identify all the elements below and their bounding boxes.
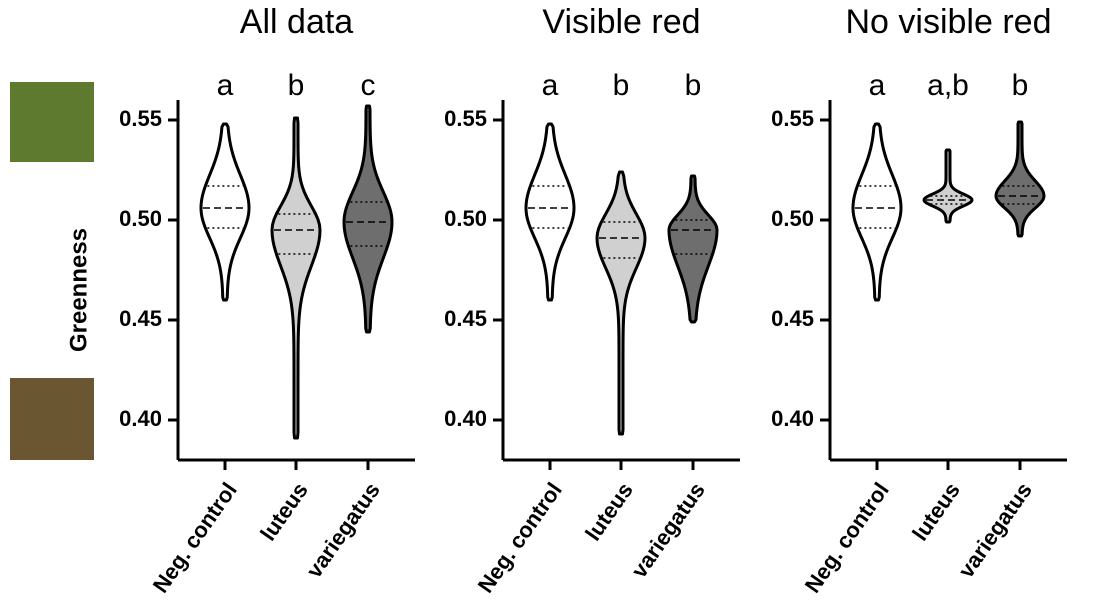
x-tick-label: Neg. control	[473, 478, 567, 597]
green-swatch	[10, 82, 94, 162]
significance-letter: a	[217, 69, 234, 102]
violin	[595, 170, 647, 436]
x-tick-label: luteus	[907, 478, 965, 545]
violin	[270, 116, 322, 440]
y-tick-label: 0.45	[444, 306, 487, 331]
significance-letter: c	[361, 69, 376, 102]
significance-letter: a	[869, 69, 886, 102]
x-tick-label: Neg. control	[148, 478, 242, 597]
significance-letter: b	[288, 69, 305, 102]
significance-letter: b	[1012, 69, 1029, 102]
violin	[524, 122, 576, 302]
violin	[922, 148, 974, 224]
x-tick-label: luteus	[580, 478, 638, 545]
panel-title: Visible red	[542, 3, 700, 41]
x-tick-label: Neg. control	[800, 478, 894, 597]
violin	[342, 104, 394, 334]
violin	[851, 122, 903, 302]
panel-title: All data	[240, 3, 353, 41]
y-tick-label: 0.40	[119, 406, 162, 431]
x-tick-label: variegatus	[301, 478, 385, 582]
brown-swatch	[10, 378, 94, 460]
y-tick-label: 0.55	[771, 106, 814, 131]
y-tick-label: 0.50	[444, 206, 487, 231]
violin	[199, 122, 251, 302]
significance-letter: b	[613, 69, 630, 102]
y-tick-label: 0.55	[119, 106, 162, 131]
significance-letter: b	[685, 69, 702, 102]
y-tick-label: 0.40	[444, 406, 487, 431]
x-tick-label: variegatus	[953, 478, 1037, 582]
violin	[994, 120, 1046, 238]
y-tick-label: 0.55	[444, 106, 487, 131]
y-tick-label: 0.40	[771, 406, 814, 431]
significance-letter: a	[542, 69, 559, 102]
panel-title: No visible red	[846, 3, 1052, 41]
y-tick-label: 0.50	[771, 206, 814, 231]
y-tick-label: 0.45	[771, 306, 814, 331]
significance-letter: a,b	[927, 69, 969, 102]
y-tick-label: 0.45	[119, 306, 162, 331]
violin	[667, 174, 719, 324]
x-tick-label: luteus	[255, 478, 313, 545]
y-tick-label: 0.50	[119, 206, 162, 231]
y-axis-label: Greenness	[65, 228, 92, 352]
x-tick-label: variegatus	[626, 478, 710, 582]
